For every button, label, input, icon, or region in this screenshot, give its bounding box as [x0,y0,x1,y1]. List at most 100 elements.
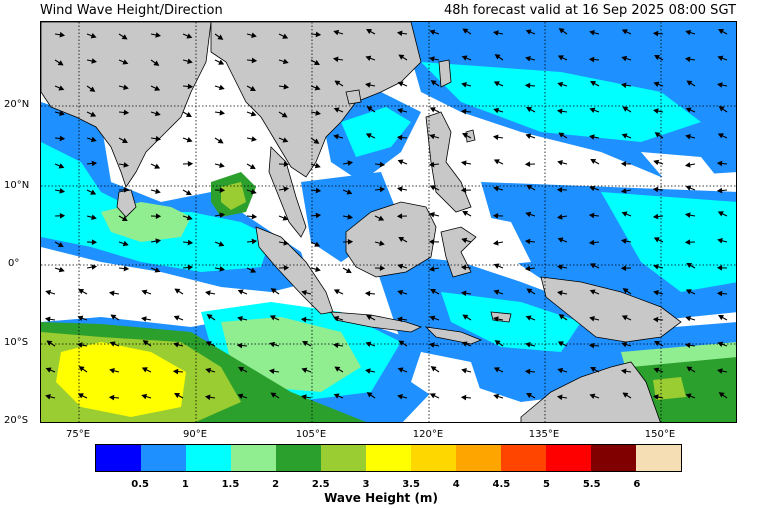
wind-arrow-head [315,212,322,219]
wind-arrow-head [493,81,500,87]
wind-arrow-head [685,107,692,113]
wind-arrow-head [430,80,437,86]
wind-arrow-head [282,215,289,221]
wind-arrow-head [525,56,531,62]
wind-arrow-head [91,160,98,167]
colorbar-tick-label: 1 [181,479,189,490]
colorbar-segment [366,445,411,471]
wind-arrow-head [334,366,341,372]
wind-arrow-head [717,55,724,61]
wind-arrow-head [396,186,403,192]
wind-arrow-head [314,85,321,91]
colorbar-tick-label: 4 [452,479,460,490]
colorbar-tick-label: 0.5 [131,479,149,490]
colorbar-tick-label: 5 [543,479,551,490]
wind-arrow-head [90,136,97,143]
wind-arrow-head [365,82,371,88]
wind-arrow-head [654,132,661,138]
wind-arrow-head [526,288,533,294]
wind-arrow-head [684,212,691,218]
wind-arrow-head [187,160,194,167]
wind-arrow-head [525,342,531,348]
wind-arrow-head [186,137,193,143]
wind-arrow-head [365,133,372,139]
wind-arrow-head [108,394,115,401]
wind-arrow-head [282,137,289,143]
wind-arrow-head [461,237,468,244]
wind-arrow-head [492,240,499,246]
wind-arrow-head [557,341,564,347]
wind-arrow-head [716,160,723,167]
wind-arrow-head [123,162,130,168]
wind-arrow-head [398,236,405,242]
graticule [41,22,736,422]
wind-arrow-head [250,267,257,273]
wind-arrow-head [654,55,661,61]
wind-arrow-head [397,159,404,165]
wind-arrow-head [652,186,659,193]
wind-arrow-head [524,265,531,272]
wind-arrow-head [301,367,308,373]
wind-arrow-head [333,315,340,322]
wind-arrow-head [620,82,627,89]
wind-arrow-head [315,31,322,38]
wind-arrow-head [716,264,723,271]
wind-arrow-head [557,290,563,296]
wind-arrow-head [250,111,257,117]
wind-arrow-head [347,238,354,245]
wind-arrow-head [557,237,564,243]
wind-arrow-head [429,133,436,140]
wind-arrow-head [218,84,225,91]
wind-arrow-head [219,162,225,168]
wind-arrow-head [333,107,340,113]
wind-arrow-head [313,138,320,144]
wind-arrow-head [283,186,290,192]
wind-arrow-head [397,367,404,373]
wind-arrow-head [557,367,564,374]
wind-arrow-head [558,28,565,34]
wind-arrow-head [251,32,257,38]
wind-arrow-head [236,342,243,349]
wind-arrow-head [59,135,66,142]
wind-arrow-head [282,58,289,65]
lon-label-150e: 150°E [644,429,676,440]
wind-arrow-head [717,211,724,217]
wind-arrow-head [218,59,225,65]
wind-arrow-head [524,238,531,245]
colorbar-tick-label: 1.5 [221,479,240,490]
wind-arrow-head [462,314,469,320]
wind-arrow-head [173,342,179,348]
wind-arrow-head [428,161,435,168]
wind-arrow-head [589,134,595,140]
wind-arrow-head [493,159,500,165]
wind-arrow-head [185,190,192,196]
wind-arrow-head [91,58,97,64]
lat-label-10s: 10°S [4,337,29,348]
wind-arrow-head [685,29,692,36]
wind-arrow-head [90,189,97,195]
wind-arrow-head [173,315,180,321]
wind-arrow-head [430,366,437,372]
wind-arrow-head [718,392,725,398]
wind-arrow-head [460,394,467,401]
wind-arrow-head [282,33,289,39]
wind-arrow-head [462,28,469,34]
wind-arrow-head [653,81,660,87]
wind-arrow-head [141,367,148,373]
colorbar-segment [546,445,591,471]
wind-arrow-head [155,238,162,244]
wind-arrow-head [58,266,65,273]
wind-arrow-head [620,238,627,244]
wind-arrow-head [249,164,256,170]
wind-arrow-head [155,32,161,38]
wave-map[interactable] [40,21,737,423]
colorbar-tick-label: 6 [633,479,641,490]
wind-arrow-head [251,238,258,245]
wind-arrow-head [251,136,257,142]
wind-arrow-head [589,393,596,399]
wind-arrow-head [121,137,128,143]
wind-arrow-head [685,134,691,140]
wind-arrow-head [217,138,224,144]
wind-arrow-head [333,29,340,36]
wind-arrow-head [526,184,533,190]
